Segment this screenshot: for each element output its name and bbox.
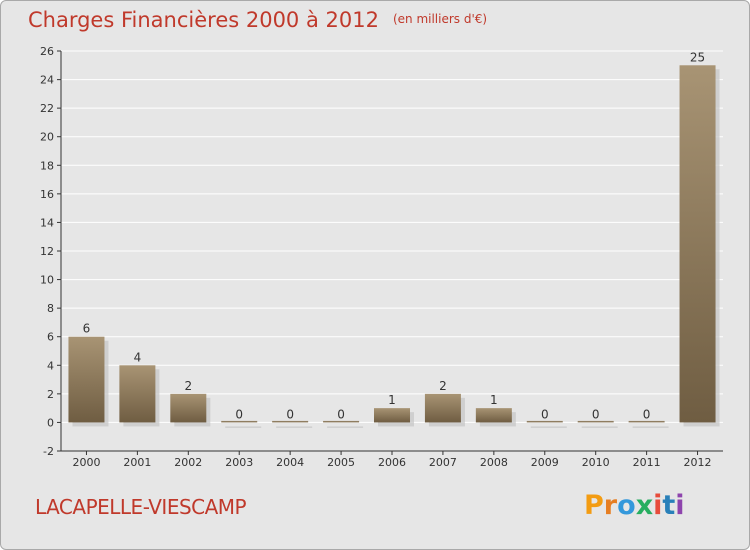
- commune-name: LACAPELLE-VIESCAMP: [35, 495, 247, 519]
- data-label-2005: 0: [337, 407, 345, 421]
- y-tick-label: 16: [40, 188, 54, 201]
- bars: [68, 65, 720, 428]
- data-label-2006: 1: [388, 393, 396, 407]
- y-tick-label: 6: [47, 331, 54, 344]
- data-label-2008: 1: [490, 393, 498, 407]
- y-tick-label: 26: [40, 45, 54, 58]
- logo-letter: x: [635, 490, 654, 521]
- y-tick-label: 10: [40, 274, 54, 287]
- y-tick-label: 14: [40, 216, 54, 229]
- data-label-2012: 25: [690, 50, 705, 64]
- data-label-2002: 2: [184, 379, 192, 393]
- axes: [57, 50, 723, 455]
- bar-shadow: [276, 426, 313, 428]
- bar-2012: [679, 65, 716, 423]
- bar-2008: [475, 408, 512, 423]
- x-tick-label-2006: 2006: [378, 456, 406, 469]
- y-tick-label: 18: [40, 159, 54, 172]
- y-tick-label: 4: [47, 359, 54, 372]
- x-tick-label-2005: 2005: [327, 456, 355, 469]
- y-tick-label: 8: [47, 302, 54, 315]
- logo-letter: o: [617, 490, 636, 521]
- data-label-2011: 0: [643, 407, 651, 421]
- bar-2011: [628, 420, 665, 423]
- data-label-2009: 0: [541, 407, 549, 421]
- proxiti-logo: Proxiti: [584, 490, 685, 521]
- x-tick-label-2009: 2009: [531, 456, 559, 469]
- logo-letter: i: [675, 490, 685, 521]
- bar-shadow: [530, 426, 567, 428]
- x-tick-label-2010: 2010: [582, 456, 610, 469]
- bar-shadow: [581, 426, 618, 428]
- bar-2010: [577, 420, 614, 423]
- chart-title-text: Charges Financières 2000 à 2012: [28, 8, 379, 32]
- logo-letter: P: [584, 490, 604, 521]
- bar-2001: [119, 365, 156, 423]
- x-tick-label-2011: 2011: [633, 456, 661, 469]
- data-label-2004: 0: [286, 407, 294, 421]
- bar-2003: [221, 420, 258, 423]
- x-tick-label-2012: 2012: [684, 456, 712, 469]
- y-tick-label: 0: [47, 416, 54, 429]
- labels: -202468101214161820222426620004200122002…: [40, 45, 712, 469]
- logo-letter: r: [603, 490, 618, 521]
- data-label-2007: 2: [439, 379, 447, 393]
- logo-letter: t: [662, 490, 676, 521]
- bar-2000: [68, 336, 105, 423]
- data-label-2003: 0: [235, 407, 243, 421]
- x-tick-label-2007: 2007: [429, 456, 457, 469]
- y-tick-label: 20: [40, 131, 54, 144]
- bar-2007: [424, 393, 461, 423]
- y-tick-label: 2: [47, 388, 54, 401]
- data-label-2000: 6: [83, 322, 91, 336]
- bar-2009: [526, 420, 563, 423]
- bar-shadow: [225, 426, 262, 428]
- chart-title: Charges Financières 2000 à 2012 (en milli…: [28, 8, 487, 32]
- logo-letter: i: [653, 490, 663, 521]
- data-label-2001: 4: [134, 350, 142, 364]
- y-tick-label: -2: [43, 445, 54, 458]
- x-tick-label-2003: 2003: [225, 456, 253, 469]
- bar-shadow: [632, 426, 669, 428]
- x-tick-label-2002: 2002: [174, 456, 202, 469]
- bar-2005: [323, 420, 360, 423]
- x-tick-label-2000: 2000: [72, 456, 100, 469]
- bar-2002: [170, 393, 207, 423]
- grid-lines: [61, 50, 723, 452]
- y-tick-label: 12: [40, 245, 54, 258]
- y-tick-label: 24: [40, 74, 54, 87]
- bar-2004: [272, 420, 309, 423]
- x-tick-label-2008: 2008: [480, 456, 508, 469]
- data-label-2010: 0: [592, 407, 600, 421]
- bar-2006: [374, 408, 410, 423]
- chart-subtitle: (en milliers d'€): [392, 12, 488, 26]
- y-tick-label: 22: [40, 102, 54, 115]
- bar-shadow: [327, 426, 364, 428]
- x-tick-label-2004: 2004: [276, 456, 304, 469]
- x-tick-label-2001: 2001: [123, 456, 151, 469]
